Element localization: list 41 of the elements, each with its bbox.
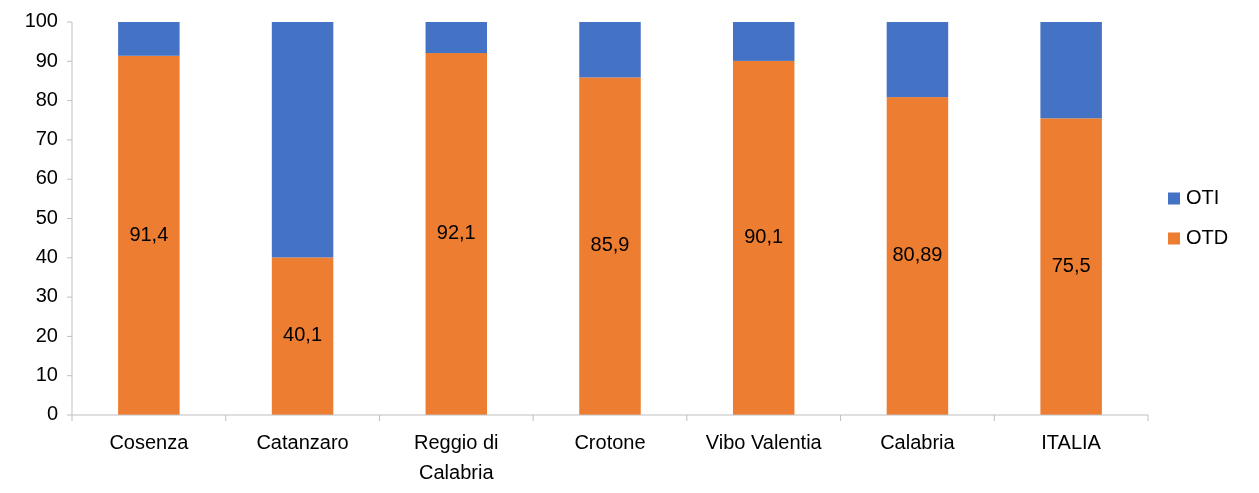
data-label: 90,1 [744, 225, 784, 248]
data-label: 91,4 [129, 222, 169, 245]
y-tick-label: 70 [35, 127, 58, 150]
x-tick-label: Crotone [574, 431, 646, 453]
y-tick-label: 30 [35, 284, 58, 307]
bar [579, 77, 641, 415]
y-tick-label: 50 [35, 205, 58, 228]
bar [886, 97, 949, 415]
y-tick-label: 60 [35, 166, 58, 189]
bar [271, 257, 334, 415]
legend-label: OTD [1186, 225, 1229, 248]
x-tick-label: Calabria [880, 431, 956, 453]
data-label: 85,9 [590, 233, 630, 256]
bar [886, 22, 949, 98]
y-tick-label: 90 [35, 48, 58, 71]
legend-label: OTI [1186, 185, 1220, 208]
bar [425, 53, 488, 415]
bar [732, 22, 795, 61]
y-tick-label: 10 [35, 362, 58, 385]
data-label: 75,5 [1051, 253, 1091, 276]
x-tick-label: Vibo Valentia [705, 431, 823, 453]
y-tick-label: 0 [46, 402, 58, 425]
data-label: 80,89 [892, 243, 943, 266]
bar [1040, 118, 1102, 415]
x-tick-label: Catanzaro [256, 431, 349, 453]
bar [579, 22, 641, 78]
y-tick-label: 80 [35, 87, 58, 110]
x-tick-label: Cosenza [109, 431, 190, 453]
y-tick-label: 40 [35, 245, 58, 268]
bar [425, 22, 488, 54]
y-tick-label: 100 [24, 9, 58, 32]
bar [271, 22, 334, 258]
x-tick-label: ITALIA [1041, 431, 1102, 453]
bar [732, 60, 795, 415]
data-label: 92,1 [436, 221, 476, 244]
data-label: 40,1 [283, 323, 323, 346]
bar [1040, 22, 1102, 119]
bar [118, 55, 180, 415]
y-tick-label: 20 [35, 323, 58, 346]
bar [118, 22, 180, 56]
x-tick-label: Reggio di Calabria [414, 431, 499, 483]
